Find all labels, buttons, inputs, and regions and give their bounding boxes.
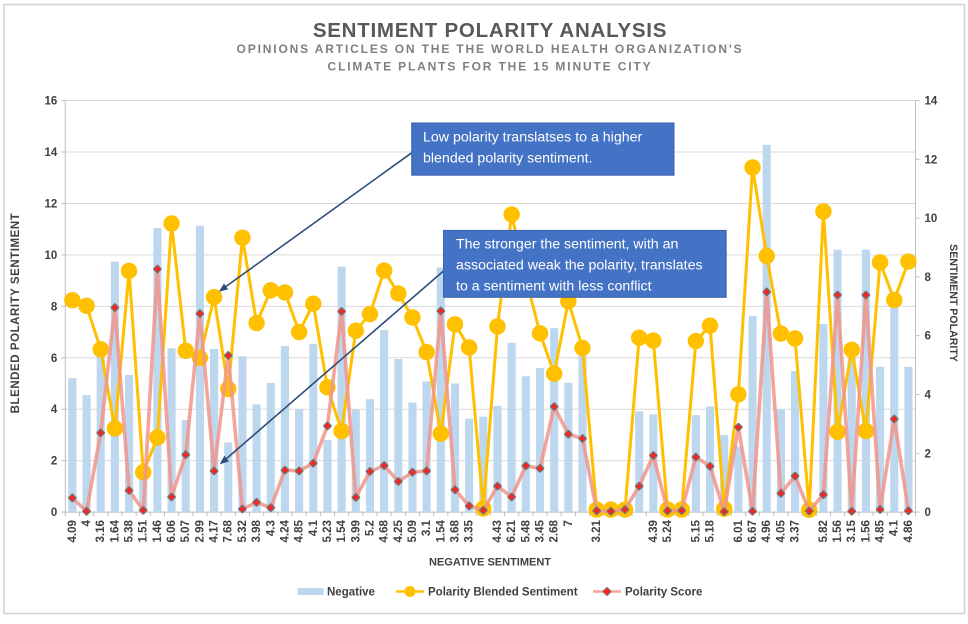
svg-text:4.17: 4.17 (209, 520, 221, 542)
svg-text:Polarity Blended Sentiment: Polarity Blended Sentiment (428, 587, 578, 599)
svg-text:10: 10 (925, 213, 938, 225)
svg-text:1.54: 1.54 (435, 520, 447, 543)
svg-text:14: 14 (45, 147, 58, 159)
svg-text:4.43: 4.43 (492, 520, 504, 542)
svg-text:to a sentiment with less confl: to a sentiment with less conflict (456, 279, 652, 295)
svg-text:5.23: 5.23 (322, 520, 334, 542)
svg-text:4.68: 4.68 (379, 520, 391, 543)
svg-text:3.98: 3.98 (251, 520, 263, 543)
svg-text:4.39: 4.39 (648, 520, 660, 542)
svg-text:4: 4 (81, 520, 93, 527)
svg-text:The stronger the sentiment, wi: The stronger the sentiment, with an (456, 237, 678, 253)
svg-text:4.96: 4.96 (761, 520, 773, 542)
svg-text:4.25: 4.25 (393, 520, 405, 543)
svg-text:BLENDED POLARITY SENTIMENT: BLENDED POLARITY SENTIMENT (10, 213, 22, 414)
svg-text:4.24: 4.24 (279, 520, 291, 543)
svg-text:10: 10 (45, 250, 58, 262)
svg-text:2.68: 2.68 (549, 520, 561, 543)
svg-text:5.2: 5.2 (364, 520, 376, 536)
svg-text:4.85: 4.85 (875, 520, 887, 543)
svg-text:0: 0 (51, 507, 57, 519)
svg-text:6.06: 6.06 (166, 520, 178, 542)
svg-text:3.45: 3.45 (535, 520, 547, 543)
svg-text:Negative: Negative (327, 587, 375, 599)
svg-text:7: 7 (563, 520, 575, 526)
svg-text:3.68: 3.68 (449, 520, 461, 543)
svg-text:4.3: 4.3 (265, 520, 277, 536)
svg-text:2: 2 (925, 448, 931, 460)
svg-text:5.38: 5.38 (124, 520, 136, 543)
svg-text:8: 8 (51, 301, 58, 313)
svg-text:6.01: 6.01 (733, 520, 745, 543)
svg-text:associated weak the polarity,: associated weak the polarity, translates (456, 258, 703, 274)
svg-text:5.18: 5.18 (705, 520, 717, 543)
svg-text:Polarity Score: Polarity Score (625, 587, 702, 599)
svg-text:1.56: 1.56 (832, 520, 844, 542)
svg-text:1.46: 1.46 (152, 520, 164, 542)
svg-text:8: 8 (925, 272, 932, 284)
svg-text:6: 6 (925, 331, 931, 343)
svg-text:5.48: 5.48 (520, 520, 532, 543)
svg-text:5.15: 5.15 (690, 520, 702, 543)
svg-text:12: 12 (45, 198, 58, 210)
svg-text:SENTIMENT POLARITY ANALYSIS: SENTIMENT POLARITY ANALYSIS (313, 19, 667, 42)
svg-text:5.32: 5.32 (237, 520, 249, 542)
svg-text:CLIMATE PLANTS FOR THE 15 MINU: CLIMATE PLANTS FOR THE 15 MINUTE CITY (328, 60, 653, 74)
svg-text:3.35: 3.35 (464, 520, 476, 543)
svg-text:NEGATIVE SENTIMENT: NEGATIVE SENTIMENT (429, 557, 551, 569)
svg-text:6.67: 6.67 (747, 520, 759, 542)
svg-text:4.1: 4.1 (889, 520, 901, 537)
svg-text:2.99: 2.99 (194, 520, 206, 542)
svg-text:Low polarity translatses to a: Low polarity translatses to a higher (423, 130, 643, 146)
svg-text:5.07: 5.07 (180, 520, 192, 542)
svg-text:4.85: 4.85 (294, 520, 306, 543)
svg-text:3.37: 3.37 (790, 520, 802, 542)
svg-text:4.1: 4.1 (308, 520, 320, 537)
svg-text:4: 4 (51, 404, 58, 416)
svg-text:16: 16 (45, 96, 58, 108)
svg-text:1.51: 1.51 (138, 520, 150, 543)
svg-text:12: 12 (925, 154, 938, 166)
svg-text:1.54: 1.54 (336, 520, 348, 543)
svg-text:14: 14 (925, 96, 938, 108)
svg-text:4.86: 4.86 (903, 520, 915, 542)
svg-text:blended polarity sentiment.: blended polarity sentiment. (423, 151, 593, 167)
svg-text:1.64: 1.64 (109, 520, 121, 543)
svg-text:5.09: 5.09 (407, 520, 419, 542)
svg-text:1.56: 1.56 (860, 520, 872, 542)
svg-text:0: 0 (925, 507, 931, 519)
svg-text:3.21: 3.21 (591, 520, 603, 543)
svg-text:3.1: 3.1 (421, 520, 433, 537)
svg-text:OPINIONS ARTICLES ON THE THE W: OPINIONS ARTICLES ON THE THE WORLD HEALT… (237, 42, 744, 56)
svg-text:3.15: 3.15 (846, 520, 858, 543)
svg-text:5.24: 5.24 (662, 520, 674, 543)
svg-text:7.68: 7.68 (223, 520, 235, 543)
svg-text:3.16: 3.16 (95, 520, 107, 542)
svg-text:6: 6 (51, 353, 57, 365)
svg-text:SENTIMENT POLARITY: SENTIMENT POLARITY (947, 244, 959, 362)
svg-text:2: 2 (51, 456, 57, 468)
svg-text:3.99: 3.99 (350, 520, 362, 542)
svg-text:6.21: 6.21 (506, 520, 518, 543)
svg-text:5.82: 5.82 (818, 520, 830, 542)
svg-text:4.09: 4.09 (67, 520, 79, 542)
svg-text:4: 4 (925, 390, 932, 402)
svg-text:4.05: 4.05 (775, 520, 787, 543)
